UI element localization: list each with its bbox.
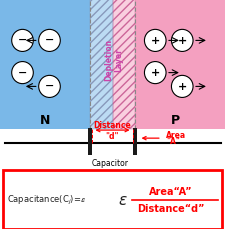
Bar xyxy=(88,129,92,155)
Text: P: P xyxy=(171,113,180,126)
Bar xyxy=(0,0,90,129)
Text: −: − xyxy=(18,67,27,77)
Text: −: − xyxy=(45,35,54,45)
Text: +: + xyxy=(151,68,160,78)
Circle shape xyxy=(171,30,193,52)
Bar xyxy=(133,129,137,155)
Bar xyxy=(90,0,112,129)
Circle shape xyxy=(171,76,193,98)
Text: −: − xyxy=(45,81,54,91)
Bar xyxy=(112,0,135,129)
Circle shape xyxy=(39,76,60,98)
Text: Capacitance(C$_j$)=$\mathcal{\varepsilon}$: Capacitance(C$_j$)=$\mathcal{\varepsilon… xyxy=(7,193,86,206)
Text: −: − xyxy=(18,35,27,45)
Text: Distance“d”: Distance“d” xyxy=(137,204,205,213)
Circle shape xyxy=(39,30,60,52)
Text: Depletion
Layer: Depletion Layer xyxy=(104,39,123,81)
Circle shape xyxy=(12,62,33,84)
Circle shape xyxy=(144,30,166,52)
Text: +: + xyxy=(178,35,187,46)
Text: Area“A”: Area“A” xyxy=(149,186,193,196)
Text: Capacitor: Capacitor xyxy=(92,158,128,167)
Text: "d": "d" xyxy=(106,132,119,141)
Text: Distance: Distance xyxy=(94,120,131,129)
Text: N: N xyxy=(40,113,50,126)
Text: +: + xyxy=(178,81,187,91)
Bar xyxy=(135,0,225,129)
Text: +: + xyxy=(151,35,160,46)
Circle shape xyxy=(144,62,166,84)
Bar xyxy=(112,0,135,129)
Circle shape xyxy=(12,30,33,52)
Text: $\varepsilon$: $\varepsilon$ xyxy=(118,192,128,207)
Text: Area: Area xyxy=(166,131,186,140)
Text: "A": "A" xyxy=(166,136,180,145)
Bar xyxy=(3,171,222,229)
Bar xyxy=(90,0,112,129)
